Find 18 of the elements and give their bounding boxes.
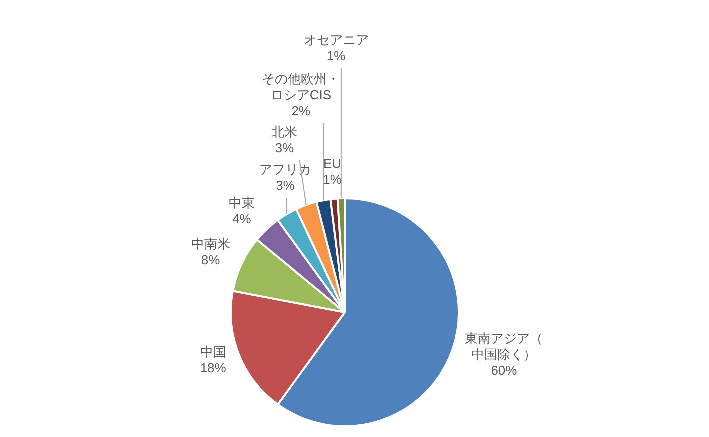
slice-label: 中東 (228, 195, 255, 210)
data-label: 18% (200, 360, 227, 376)
slice-label: その他欧州・ロシアCIS (262, 71, 340, 102)
data-label: 1% (323, 172, 342, 188)
slice-label: 中国 (200, 344, 226, 360)
data-label: 3% (276, 178, 296, 194)
data-label: 1% (326, 48, 346, 64)
data-label: 3% (275, 140, 295, 156)
slice-label: EU (324, 156, 342, 172)
slice-label: 東南アジア（中国除く） (465, 331, 544, 362)
data-label: 60% (491, 363, 518, 378)
data-label: 2% (292, 103, 311, 118)
slice-label: オセアニア (304, 32, 369, 48)
data-label: 4% (232, 211, 252, 226)
data-label: 8% (201, 252, 221, 268)
slice-label: 中南米 (191, 236, 230, 252)
slice-label: 北米 (272, 124, 298, 140)
slice-label: アフリカ (260, 162, 312, 178)
